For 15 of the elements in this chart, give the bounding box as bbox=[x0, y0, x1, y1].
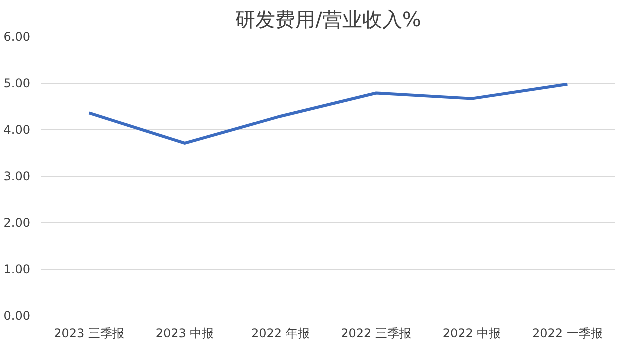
x-tick-label: 2022 年报 bbox=[251, 326, 310, 340]
line-series bbox=[88, 82, 570, 145]
x-tick-label: 2023 三季报 bbox=[54, 326, 125, 340]
y-tick-label: 1.00 bbox=[4, 262, 30, 276]
x-tick-label: 2022 一季报 bbox=[532, 326, 603, 340]
x-tick-label: 2023 中报 bbox=[156, 326, 214, 340]
y-tick-label: 3.00 bbox=[4, 170, 30, 184]
x-tick-label: 2022 中报 bbox=[442, 326, 502, 340]
x-tick-label: 2022 三季报 bbox=[341, 326, 412, 340]
chart-title: 研发费用/营业收入% bbox=[236, 8, 422, 32]
y-tick-label: 6.00 bbox=[4, 30, 30, 44]
y-tick-label: 0.00 bbox=[4, 309, 30, 323]
y-tick-label: 4.00 bbox=[4, 123, 30, 137]
y-tick-label: 2.00 bbox=[4, 216, 30, 230]
y-tick-label: 5.00 bbox=[4, 76, 30, 90]
